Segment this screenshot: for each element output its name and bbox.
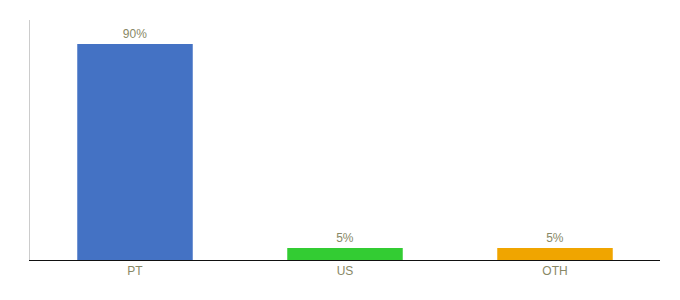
svg-text:5%: 5% (546, 231, 564, 245)
svg-text:90%: 90% (123, 27, 147, 41)
svg-text:OTH: OTH (542, 264, 567, 278)
svg-text:US: US (337, 264, 354, 278)
svg-text:5%: 5% (336, 231, 354, 245)
svg-text:PT: PT (127, 264, 143, 278)
